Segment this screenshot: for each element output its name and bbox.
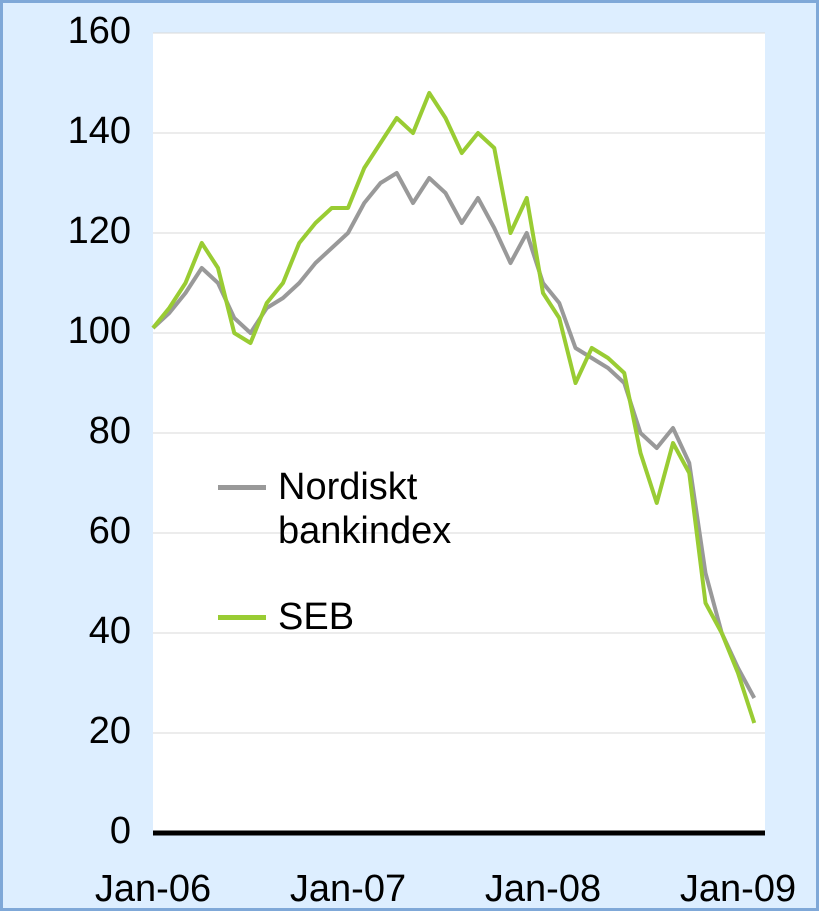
y-tick-label: 60	[89, 510, 131, 552]
legend-label: SEB	[278, 596, 355, 638]
legend-swatch	[218, 485, 266, 490]
x-tick-label: Jan-06	[95, 868, 211, 910]
x-tick-label: Jan-09	[680, 868, 796, 910]
y-tick-label: 100	[68, 310, 131, 352]
y-tick-label: 0	[110, 810, 131, 852]
chart-svg: 0 20 40 60 80 100 120 140 160 Jan-06 Jan-07 Jan-08 J…	[68, 10, 797, 910]
y-tick-label: 120	[68, 210, 131, 252]
line-series	[151, 171, 757, 699]
y-tick-label: 40	[89, 610, 131, 652]
x-tick-label: Jan-08	[485, 868, 601, 910]
y-tick-label: 140	[68, 110, 131, 152]
legend-swatch	[218, 615, 266, 620]
y-tick-label: 20	[89, 710, 131, 752]
legend-item: SEB	[218, 595, 518, 639]
line-series	[151, 91, 757, 724]
legend-label: Nordiskt bankindex	[278, 466, 452, 552]
y-tick-label: 80	[89, 410, 131, 452]
y-tick-label: 160	[68, 10, 131, 52]
x-tick-label: Jan-07	[290, 868, 406, 910]
legend-item: Nordiskt bankindex	[218, 465, 518, 553]
